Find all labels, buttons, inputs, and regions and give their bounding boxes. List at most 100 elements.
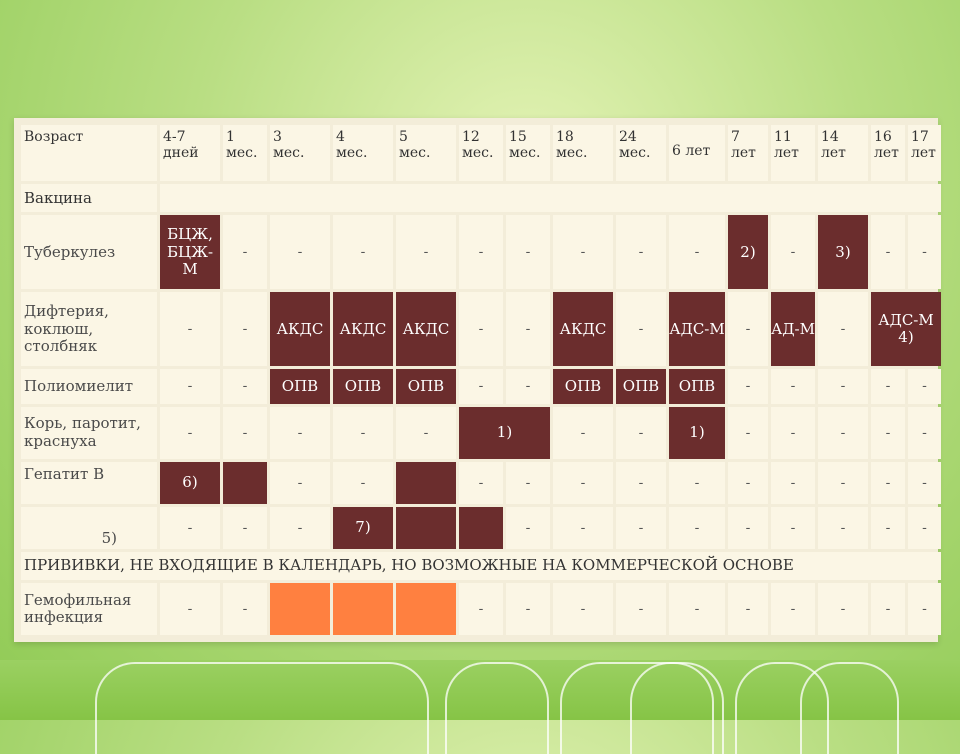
table-cell: -: [223, 582, 267, 635]
table-cell: -: [160, 369, 220, 404]
age-col-header: 15 мес.: [506, 125, 550, 182]
table-cell: -: [553, 582, 613, 635]
table-cell: -: [908, 215, 941, 290]
age-col-header: 16 лет: [871, 125, 905, 182]
vaccine-cell: ОПВ: [616, 369, 666, 404]
table-cell: -: [616, 582, 666, 635]
age-col-header: 14 лет: [818, 125, 868, 182]
optional-vaccine-cell: [333, 582, 393, 635]
decor-arc: [95, 662, 429, 754]
vaccine-cell: АКДС: [333, 292, 393, 367]
table-cell: -: [459, 369, 503, 404]
table-cell: -: [616, 461, 666, 504]
table-cell: -: [270, 461, 330, 504]
vaccine-cell: ОПВ: [396, 369, 456, 404]
table-cell: -: [669, 461, 725, 504]
row-label: Корь, паротит, краснуха: [21, 406, 157, 459]
age-col-header: 11 лет: [771, 125, 815, 182]
table-row: Гемофильная инфекция - - - - - - - - - -…: [21, 582, 941, 635]
decor-arc: [800, 662, 899, 754]
table-row: Гепатит В 6) - - - - - - - - - - - -: [21, 461, 941, 504]
table-cell: -: [223, 506, 267, 549]
vaccine-cell: 1): [669, 406, 725, 459]
table-cell: -: [160, 582, 220, 635]
vaccine-header: Вакцина: [21, 184, 157, 213]
row-label: Гемофильная инфекция: [21, 582, 157, 635]
table-cell: -: [871, 369, 905, 404]
row-label: Туберкулез: [21, 215, 157, 290]
table-cell: -: [908, 406, 941, 459]
vaccine-cell: 2): [728, 215, 768, 290]
table-cell: -: [553, 215, 613, 290]
vaccine-cell: АКДС: [270, 292, 330, 367]
age-col-header: 4 мес.: [333, 125, 393, 182]
table-cell: -: [818, 506, 868, 549]
age-col-header: 6 лет: [669, 125, 725, 182]
age-col-header: 1 мес.: [223, 125, 267, 182]
row-label: Гепатит В: [21, 461, 157, 504]
age-col-header: 12 мес.: [459, 125, 503, 182]
vaccination-schedule-table: Возраст 4-7 дней 1 мес. 3 мес. 4 мес. 5 мес. …: [18, 122, 944, 638]
table-cell: -: [771, 461, 815, 504]
table-cell: -: [728, 582, 768, 635]
table-cell: -: [728, 369, 768, 404]
table-cell: -: [223, 292, 267, 367]
table-cell: -: [771, 369, 815, 404]
table-row: Дифтерия, коклюш, столбняк - - АКДС АКДС…: [21, 292, 941, 367]
vaccine-cell: ОПВ: [333, 369, 393, 404]
row-label: Полиомиелит: [21, 369, 157, 404]
table-cell: -: [333, 406, 393, 459]
table-cell: -: [818, 582, 868, 635]
table-cell: -: [669, 506, 725, 549]
table-cell: -: [506, 582, 550, 635]
table-row: Полиомиелит - - ОПВ ОПВ ОПВ - - ОПВ ОПВ …: [21, 369, 941, 404]
vaccine-cell: [459, 506, 503, 549]
age-col-header: 18 мес.: [553, 125, 613, 182]
table-cell: -: [270, 406, 330, 459]
table-cell: -: [270, 215, 330, 290]
vaccine-cell: [223, 461, 267, 504]
table-cell: -: [459, 461, 503, 504]
table-cell: -: [223, 406, 267, 459]
table-cell: -: [333, 215, 393, 290]
vaccine-cell: АКДС: [396, 292, 456, 367]
table-cell: -: [506, 292, 550, 367]
vaccine-cell: БЦЖ, БЦЖ-М: [160, 215, 220, 290]
table-cell: -: [506, 461, 550, 504]
table-cell: -: [908, 506, 941, 549]
table-cell: -: [871, 582, 905, 635]
vaccine-cell: 3): [818, 215, 868, 290]
vaccine-cell: 6): [160, 461, 220, 504]
age-col-header: 24 мес.: [616, 125, 666, 182]
section-header-row: ПРИВИВКИ, НЕ ВХОДЯЩИЕ В КАЛЕНДАРЬ, НО ВО…: [21, 551, 941, 580]
table-cell: -: [553, 406, 613, 459]
table-cell: -: [818, 461, 868, 504]
vaccine-cell: [396, 461, 456, 504]
table-cell: -: [506, 369, 550, 404]
table-cell: -: [160, 506, 220, 549]
table-cell: -: [771, 506, 815, 549]
table-cell: -: [728, 292, 768, 367]
decor-arc: [630, 662, 724, 754]
table-cell: -: [871, 406, 905, 459]
decor-arc: [735, 662, 829, 754]
age-col-header: 7 лет: [728, 125, 768, 182]
table-cell: -: [553, 461, 613, 504]
vaccine-cell: АДС-М: [669, 292, 725, 367]
table-cell: -: [908, 369, 941, 404]
table-cell: -: [506, 506, 550, 549]
age-col-header: 3 мес.: [270, 125, 330, 182]
table-cell: -: [871, 461, 905, 504]
table-row: Туберкулез БЦЖ, БЦЖ-М - - - - - - - - - …: [21, 215, 941, 290]
commercial-section-header: ПРИВИВКИ, НЕ ВХОДЯЩИЕ В КАЛЕНДАРЬ, НО ВО…: [21, 551, 941, 580]
vaccine-cell: ОПВ: [270, 369, 330, 404]
vaccine-cell: ОПВ: [553, 369, 613, 404]
row-label: Дифтерия, коклюш, столбняк: [21, 292, 157, 367]
table-cell: -: [616, 506, 666, 549]
table-cell: -: [160, 406, 220, 459]
table-cell: -: [728, 461, 768, 504]
table-cell: -: [459, 582, 503, 635]
empty-cell: [160, 184, 941, 213]
vaccine-cell: [396, 506, 456, 549]
table-cell: -: [669, 582, 725, 635]
